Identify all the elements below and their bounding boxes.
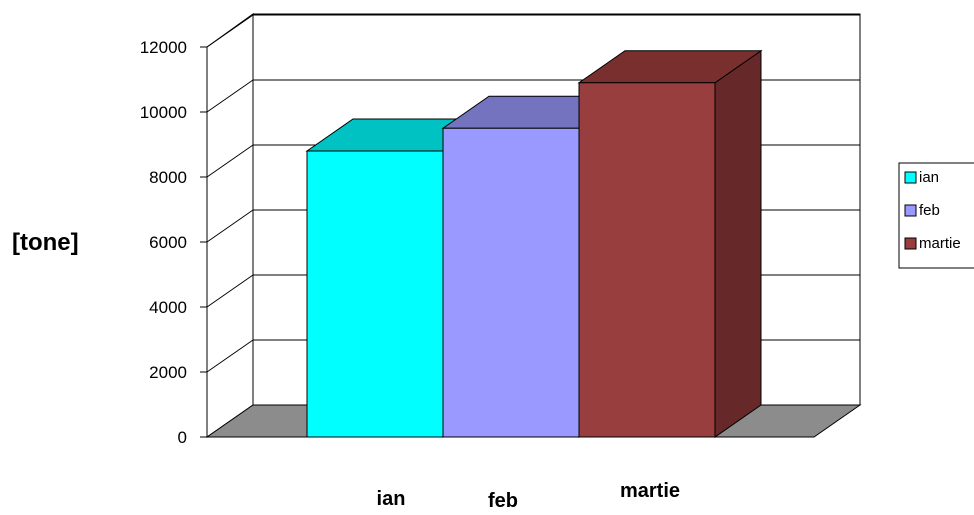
legend-swatch [904,237,917,250]
gridline-side [206,339,254,373]
y-tick-label: 10000 [140,103,187,122]
bar-martie [577,49,763,438]
bar-front [442,127,580,438]
gridline-side [206,144,254,178]
legend-swatch [904,204,917,217]
bar-front [578,82,716,438]
gridline-side [206,79,254,113]
bars [305,49,763,438]
legend-label: feb [919,202,940,219]
y-axis-label: [tone] [12,229,79,256]
legend-label: ian [919,169,939,186]
gridline-side [206,14,254,48]
category-labels: ian feb martie [377,480,680,512]
gridline-side [206,274,254,308]
y-tick-labels: 0 2000 4000 6000 8000 10000 12000 [140,38,187,447]
y-tick-label: 8000 [149,168,187,187]
bar-side [714,49,762,438]
y-tick-label: 0 [178,428,187,447]
legend-label: martie [919,235,961,252]
category-label: ian [377,488,406,510]
y-tick-label: 4000 [149,298,187,317]
category-label: martie [620,480,680,502]
y-tick-label: 12000 [140,38,187,57]
gridline-side [206,209,254,243]
legend-swatch [904,171,917,184]
legend: ian feb martie [898,162,974,269]
category-label: feb [488,490,518,512]
bar-front [306,150,444,438]
y-tick-label: 6000 [149,233,187,252]
y-axis [200,46,208,438]
y-tick-label: 2000 [149,363,187,382]
